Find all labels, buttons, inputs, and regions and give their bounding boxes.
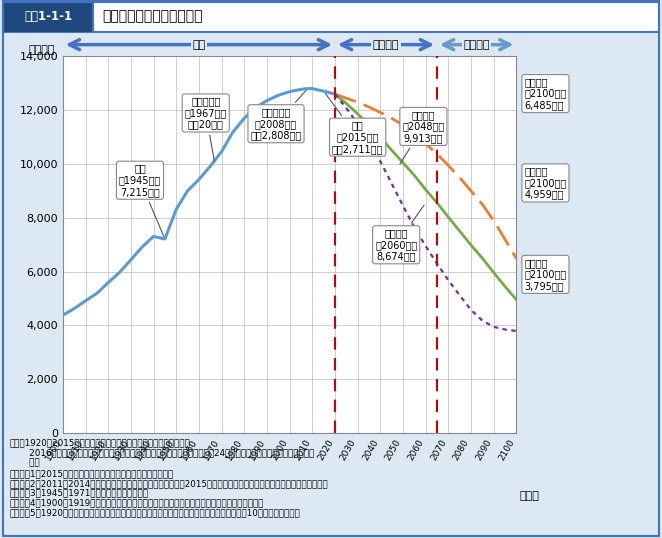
Bar: [3, 1, 93, 32]
Text: 2016年以降：国立社会保障・人口問題研究所「日本の将来推計人口（平成24年１月推計）」出生３仮定・死亡中位: 2016年以降：国立社会保障・人口問題研究所「日本の将来推計人口（平成24年１月…: [10, 448, 314, 457]
Text: （万人）: （万人）: [29, 45, 56, 55]
Text: 出生低位
（2100年）
3,795万人: 出生低位 （2100年） 3,795万人: [524, 258, 567, 291]
Text: １億人突破
（1967年）
１億20万人: １億人突破 （1967年） １億20万人: [185, 96, 227, 161]
Text: 4．1900〜1919年は、内閣統計局の推計による各年１月１日現在の内地に現存する人口。: 4．1900〜1919年は、内閣統計局の推計による各年１月１日現在の内地に現存す…: [10, 499, 264, 507]
Text: 図表1-1-1: 図表1-1-1: [24, 10, 72, 23]
Text: 5．1920年以降は、国勢調査人口又は国勢調査人口を基準とする全国推計人口で、各年10月１日現在人口。: 5．1920年以降は、国勢調査人口又は国勢調査人口を基準とする全国推計人口で、各…: [10, 508, 301, 517]
Text: 出生中位
（2100年）
4,959万人: 出生中位 （2100年） 4,959万人: [524, 166, 567, 200]
Text: 終戦
（1945年）
7,215万人: 終戦 （1945年） 7,215万人: [119, 164, 164, 237]
Text: 将来推計: 将来推計: [373, 40, 399, 49]
Text: 3．1945〜1971年は沖縄県を含まない。: 3．1945〜1971年は沖縄県を含まない。: [10, 489, 149, 498]
Text: 出生中位
（2048年）
9,913万人: 出生中位 （2048年） 9,913万人: [400, 110, 444, 164]
Text: 資料：1920〜2015年：総務省統計局「国勢調査」、「人口推計」。: 資料：1920〜2015年：総務省統計局「国勢調査」、「人口推計」。: [10, 438, 191, 448]
Text: 仮定: 仮定: [10, 458, 40, 467]
Text: 出生中位
（2060年）
8,674万人: 出生中位 （2060年） 8,674万人: [375, 205, 424, 261]
Text: 現在
（2015年）
１億2,711万人: 現在 （2015年） １億2,711万人: [325, 94, 383, 154]
Text: 長期的な我が国の人口推移: 長期的な我が国の人口推移: [103, 10, 203, 24]
Text: 実績: 実績: [192, 40, 206, 49]
Text: 参考推計: 参考推計: [463, 40, 490, 49]
Text: 出生高位
（2100年）
6,485万人: 出生高位 （2100年） 6,485万人: [524, 77, 567, 110]
Text: （年）: （年）: [520, 492, 540, 501]
Text: 2．2011〜2014年は、「国勢調査人口速報集計」による2015年の人口を基準として算出した人口推計の確定値。: 2．2011〜2014年は、「国勢調査人口速報集計」による2015年の人口を基準…: [10, 479, 328, 488]
Text: （注）　1．2015年は、「国勢調査人口速報集計」による人口。: （注） 1．2015年は、「国勢調査人口速報集計」による人口。: [10, 470, 174, 478]
Text: 人口ピーク
（2008年）
１億2,808万人: 人口ピーク （2008年） １億2,808万人: [250, 90, 306, 140]
